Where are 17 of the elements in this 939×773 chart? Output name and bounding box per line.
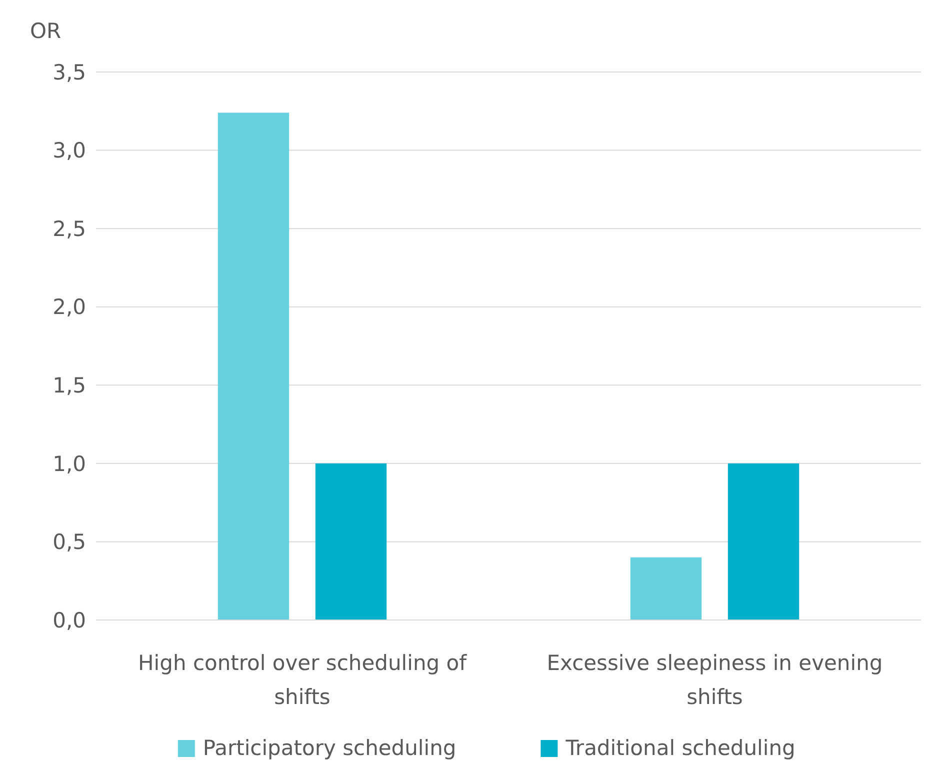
y-tick-label: 0,0: [52, 608, 86, 632]
y-tick-label: 2,0: [52, 295, 86, 320]
legend-label: Traditional scheduling: [564, 736, 796, 760]
bar: [218, 112, 290, 620]
y-tick-label: 3,0: [52, 138, 86, 163]
y-tick-label: 2,5: [52, 216, 86, 241]
y-axis-title: OR: [30, 19, 62, 43]
legend-label: Participatory scheduling: [202, 736, 456, 760]
y-tick-label: 0,5: [52, 530, 86, 554]
y-tick-label: 3,5: [52, 60, 86, 84]
bar: [728, 463, 800, 620]
bar: [630, 557, 702, 620]
x-tick-label: High control over scheduling of shifts: [138, 651, 468, 709]
y-tick-label: 1,5: [52, 373, 86, 398]
x-tick-label: Excessive sleepiness in evening shifts: [546, 651, 883, 709]
y-tick-label: 1,0: [52, 452, 86, 476]
bar: [315, 463, 387, 620]
